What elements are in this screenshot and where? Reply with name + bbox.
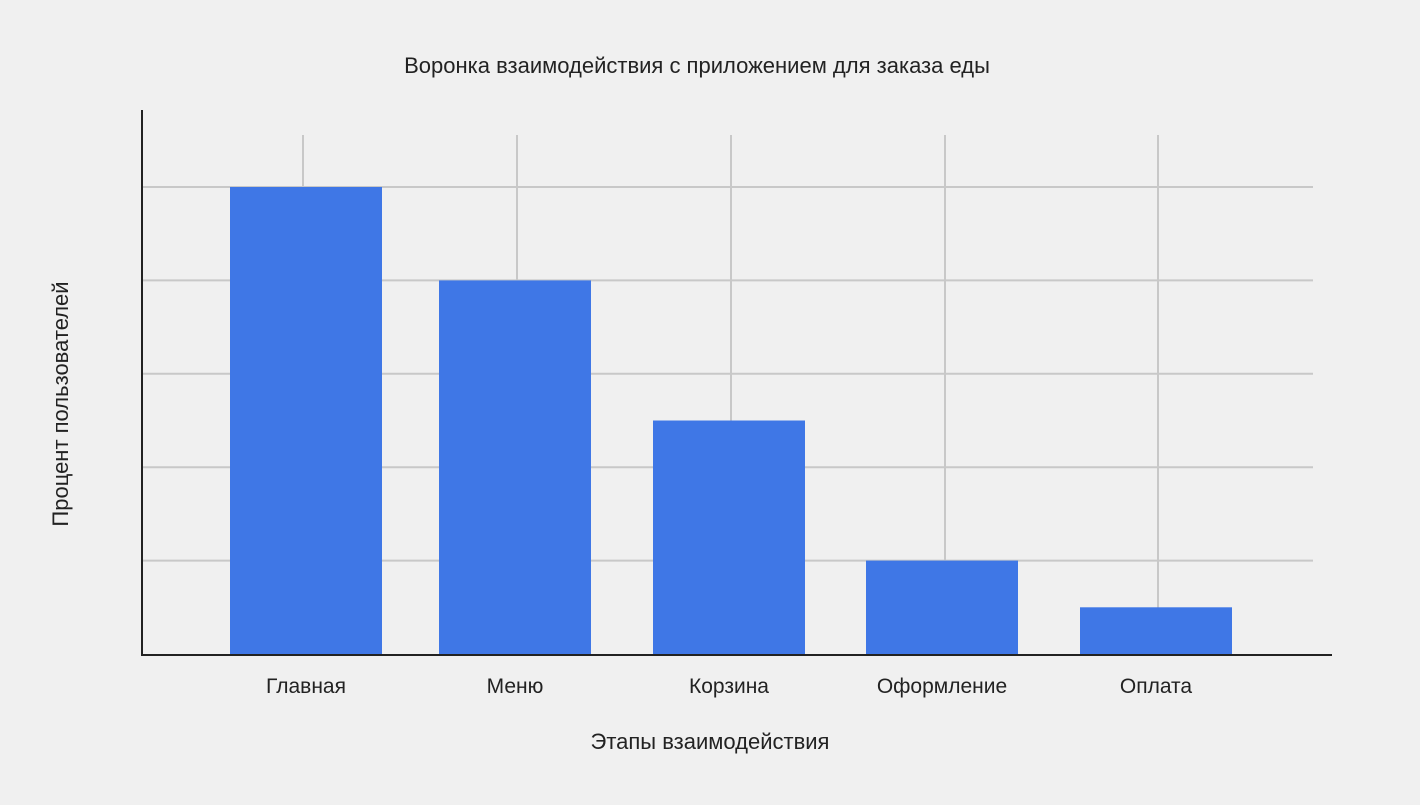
bar-4	[866, 560, 1018, 654]
x-tick-label: Главная	[266, 675, 346, 698]
x-tick-label: Оплата	[1120, 675, 1193, 698]
x-tick-labels: Главная Меню Корзина Оформление Оплата	[266, 675, 1192, 698]
x-axis-label: Этапы взаимодействия	[591, 729, 830, 754]
bar-5	[1080, 607, 1232, 654]
x-tick-label: Оформление	[877, 675, 1007, 698]
bars	[230, 187, 1232, 654]
y-axis-label: Процент пользователей	[48, 281, 73, 526]
bar-3	[653, 420, 805, 654]
x-tick-label: Корзина	[689, 675, 769, 698]
bar-1	[230, 187, 382, 654]
chart-title: Воронка взаимодействия с приложением для…	[404, 53, 990, 78]
bar-2	[439, 280, 591, 654]
x-tick-label: Меню	[487, 675, 544, 698]
